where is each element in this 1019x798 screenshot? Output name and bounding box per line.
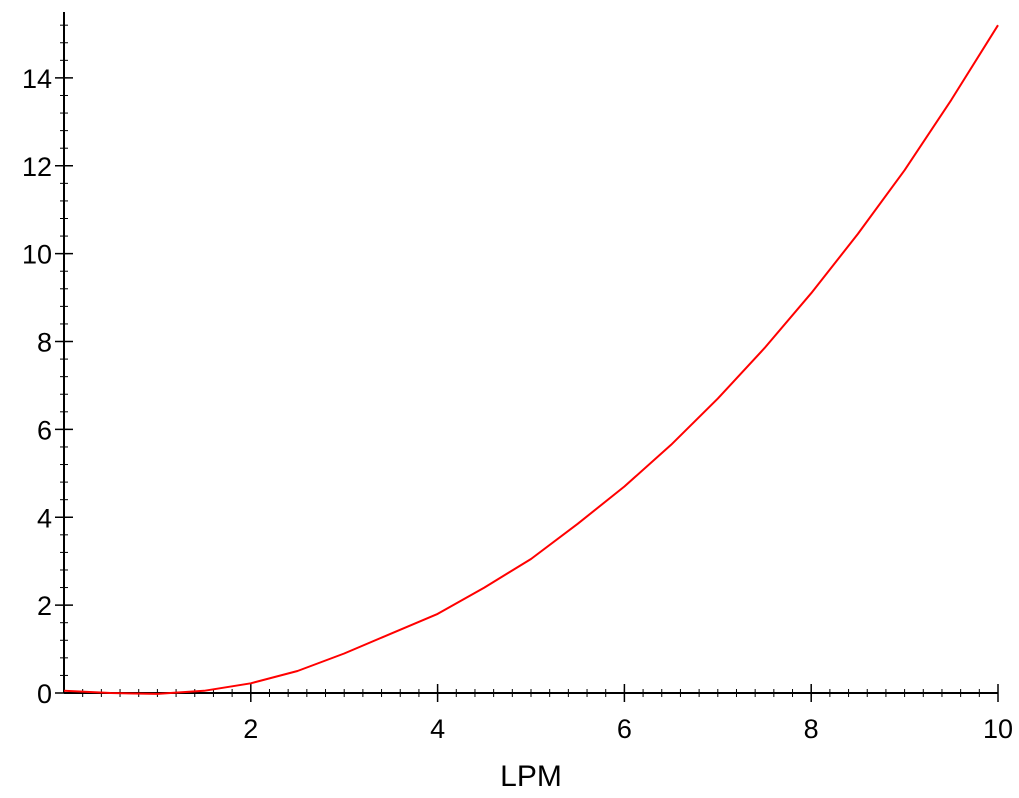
y-tick-label: 4: [37, 503, 52, 533]
tick-labels: 2 4 6 8 10 0 2 4 6 8 10 12 14: [22, 64, 1013, 744]
y-tick-label: 2: [37, 591, 52, 621]
y-tick-label: 6: [37, 415, 52, 445]
minor-ticks: [60, 24, 980, 697]
x-tick-label: 2: [243, 714, 258, 744]
y-tick-label: 0: [37, 679, 52, 709]
series-line: [63, 24, 999, 695]
y-tick-label: 12: [22, 152, 52, 182]
x-tick-label: 8: [804, 714, 819, 744]
x-tick-label: 10: [983, 714, 1013, 744]
x-axis-title: LPM: [500, 760, 562, 793]
y-tick-label: 14: [22, 64, 52, 94]
y-tick-label: 10: [22, 240, 52, 270]
series-layer: [63, 24, 999, 695]
x-tick-label: 4: [430, 714, 445, 744]
x-tick-label: 6: [617, 714, 632, 744]
y-tick-label: 8: [37, 328, 52, 358]
major-ticks: [55, 77, 999, 702]
